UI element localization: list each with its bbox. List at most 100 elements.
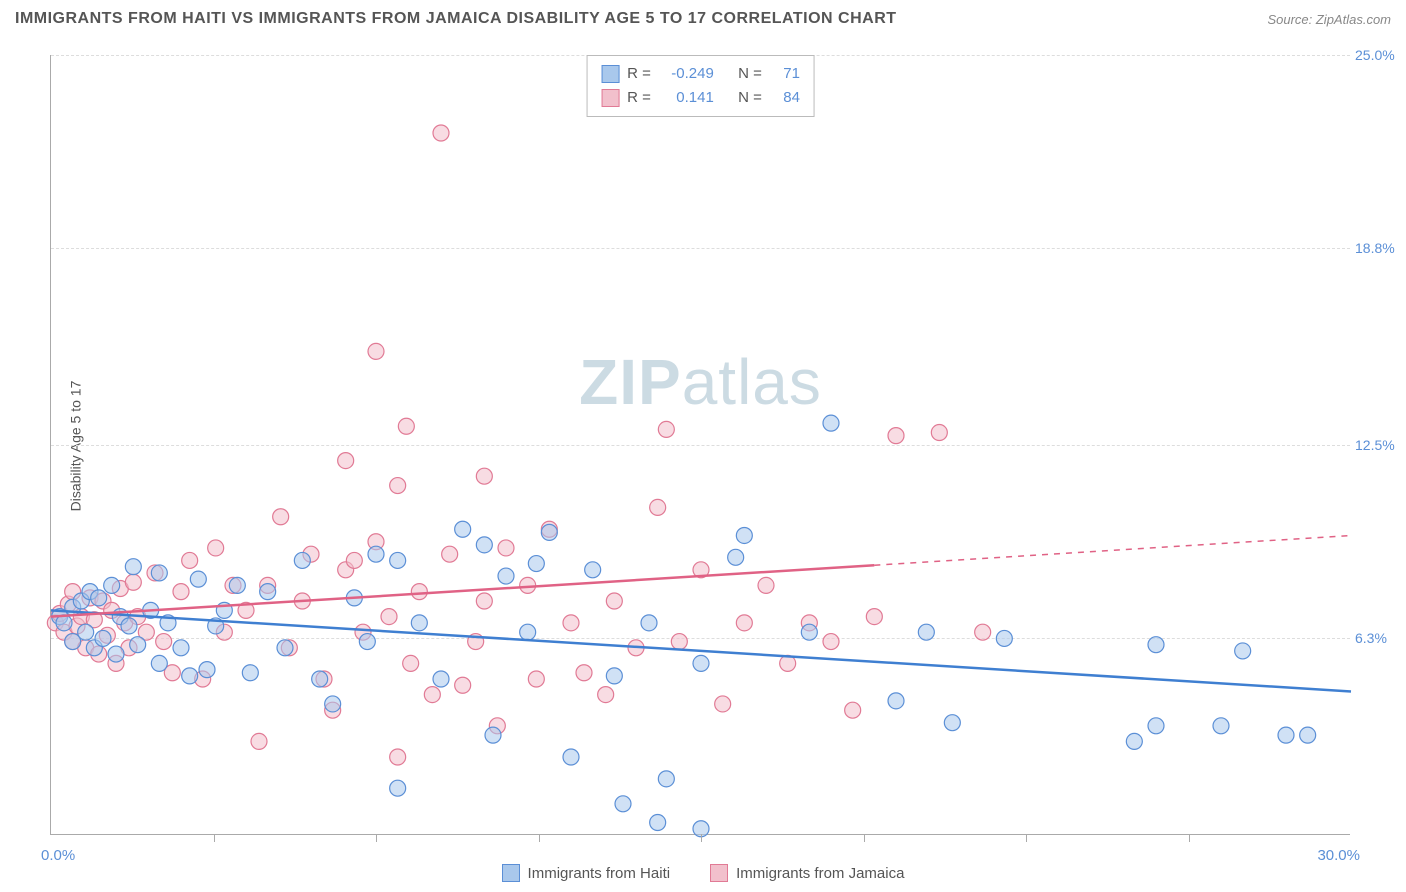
scatter-point bbox=[433, 125, 449, 141]
scatter-point bbox=[528, 556, 544, 572]
scatter-plot bbox=[51, 55, 1350, 834]
scatter-point bbox=[1213, 718, 1229, 734]
chart-area: ZIPatlas 6.3%12.5%18.8%25.0% R = -0.249 … bbox=[50, 55, 1350, 835]
x-tick bbox=[1189, 834, 1190, 842]
scatter-point bbox=[728, 549, 744, 565]
scatter-point bbox=[996, 630, 1012, 646]
scatter-point bbox=[598, 687, 614, 703]
scatter-point bbox=[208, 540, 224, 556]
x-tick bbox=[701, 834, 702, 842]
scatter-point bbox=[390, 552, 406, 568]
scatter-point bbox=[130, 637, 146, 653]
scatter-point bbox=[229, 577, 245, 593]
scatter-point bbox=[498, 540, 514, 556]
scatter-point bbox=[585, 562, 601, 578]
scatter-point bbox=[606, 668, 622, 684]
scatter-point bbox=[866, 609, 882, 625]
scatter-point bbox=[1148, 718, 1164, 734]
scatter-point bbox=[368, 546, 384, 562]
haiti-swatch-icon bbox=[601, 65, 619, 83]
scatter-point bbox=[182, 668, 198, 684]
legend-item-haiti: Immigrants from Haiti bbox=[502, 864, 671, 882]
scatter-point bbox=[398, 418, 414, 434]
regression-line-dashed bbox=[874, 535, 1351, 565]
scatter-point bbox=[823, 634, 839, 650]
scatter-point bbox=[563, 749, 579, 765]
corr-r-label: R = bbox=[627, 86, 651, 110]
scatter-point bbox=[325, 696, 341, 712]
x-tick bbox=[214, 834, 215, 842]
scatter-point bbox=[156, 634, 172, 650]
scatter-point bbox=[498, 568, 514, 584]
x-tick bbox=[864, 834, 865, 842]
scatter-point bbox=[823, 415, 839, 431]
y-tick-label: 12.5% bbox=[1355, 437, 1406, 453]
scatter-point bbox=[95, 630, 111, 646]
scatter-point bbox=[658, 771, 674, 787]
scatter-point bbox=[845, 702, 861, 718]
scatter-point bbox=[715, 696, 731, 712]
scatter-point bbox=[411, 615, 427, 631]
scatter-point bbox=[273, 509, 289, 525]
corr-row-haiti: R = -0.249 N = 71 bbox=[601, 62, 800, 86]
corr-n-label: N = bbox=[738, 86, 762, 110]
scatter-point bbox=[312, 671, 328, 687]
series-legend: Immigrants from Haiti Immigrants from Ja… bbox=[0, 864, 1406, 882]
scatter-point bbox=[173, 584, 189, 600]
scatter-point bbox=[650, 815, 666, 831]
y-tick-label: 25.0% bbox=[1355, 47, 1406, 63]
scatter-point bbox=[758, 577, 774, 593]
scatter-point bbox=[125, 574, 141, 590]
x-max-label: 30.0% bbox=[1317, 847, 1360, 864]
scatter-point bbox=[1278, 727, 1294, 743]
scatter-point bbox=[294, 552, 310, 568]
scatter-point bbox=[975, 624, 991, 640]
scatter-point bbox=[151, 655, 167, 671]
scatter-point bbox=[359, 634, 375, 650]
corr-n-label: N = bbox=[738, 62, 762, 86]
haiti-r-value: -0.249 bbox=[659, 62, 714, 86]
scatter-point bbox=[541, 524, 557, 540]
scatter-point bbox=[260, 584, 276, 600]
haiti-legend-label: Immigrants from Haiti bbox=[528, 865, 671, 882]
scatter-point bbox=[390, 478, 406, 494]
scatter-point bbox=[693, 655, 709, 671]
scatter-point bbox=[801, 624, 817, 640]
source-label: Source: ZipAtlas.com bbox=[1267, 12, 1391, 27]
jamaica-legend-label: Immigrants from Jamaica bbox=[736, 865, 904, 882]
scatter-point bbox=[1148, 637, 1164, 653]
scatter-point bbox=[650, 499, 666, 515]
scatter-point bbox=[151, 565, 167, 581]
scatter-point bbox=[411, 584, 427, 600]
scatter-point bbox=[104, 577, 120, 593]
scatter-point bbox=[606, 593, 622, 609]
scatter-point bbox=[944, 715, 960, 731]
scatter-point bbox=[1300, 727, 1316, 743]
scatter-point bbox=[1235, 643, 1251, 659]
scatter-point bbox=[199, 662, 215, 678]
x-tick bbox=[1026, 834, 1027, 842]
scatter-point bbox=[528, 671, 544, 687]
scatter-point bbox=[736, 615, 752, 631]
scatter-point bbox=[736, 527, 752, 543]
scatter-point bbox=[615, 796, 631, 812]
scatter-point bbox=[476, 468, 492, 484]
corr-r-label: R = bbox=[627, 62, 651, 86]
jamaica-legend-swatch-icon bbox=[710, 864, 728, 882]
x-tick bbox=[376, 834, 377, 842]
scatter-point bbox=[338, 453, 354, 469]
scatter-point bbox=[641, 615, 657, 631]
jamaica-swatch-icon bbox=[601, 89, 619, 107]
scatter-point bbox=[563, 615, 579, 631]
scatter-point bbox=[346, 552, 362, 568]
scatter-point bbox=[671, 634, 687, 650]
scatter-point bbox=[368, 343, 384, 359]
y-tick-label: 6.3% bbox=[1355, 630, 1406, 646]
scatter-point bbox=[442, 546, 458, 562]
y-tick-label: 18.8% bbox=[1355, 240, 1406, 256]
jamaica-n-value: 84 bbox=[770, 86, 800, 110]
scatter-point bbox=[242, 665, 258, 681]
scatter-point bbox=[520, 624, 536, 640]
scatter-point bbox=[455, 677, 471, 693]
scatter-point bbox=[485, 727, 501, 743]
